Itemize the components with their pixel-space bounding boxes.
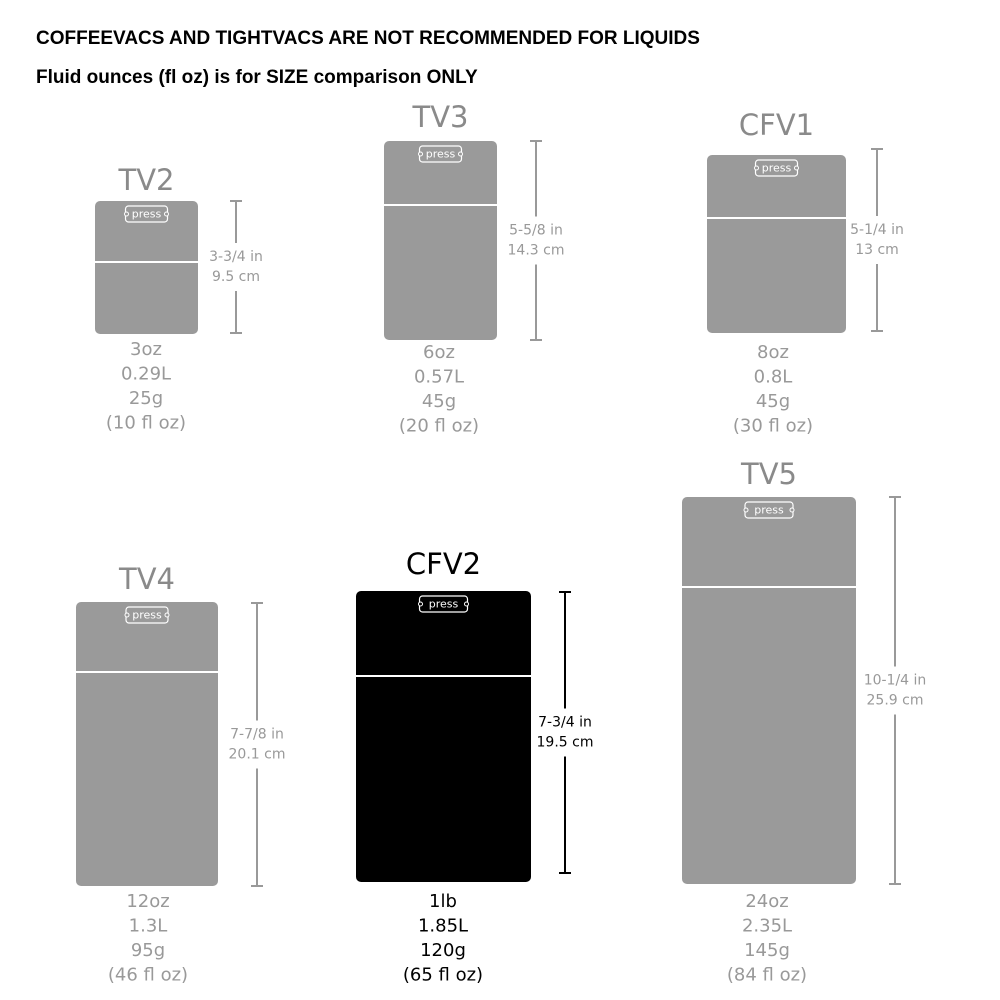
button-dot [754, 165, 759, 171]
button-dot [124, 211, 129, 217]
container-body [76, 602, 218, 886]
height-cm: 25.9 cm [867, 693, 924, 709]
capacity-line: (65 fl oz) [403, 965, 483, 986]
container-body [384, 141, 497, 340]
capacity-line: 24oz [745, 891, 788, 912]
container-name: TV3 [411, 100, 468, 134]
button-dot [464, 601, 469, 607]
height-inches: 7-3/4 in [538, 715, 592, 731]
container-name: CFV1 [739, 108, 814, 142]
height-cm: 20.1 cm [229, 747, 286, 763]
press-label: press [762, 162, 792, 175]
capacity-line: 120g [420, 940, 466, 961]
capacity-line: 45g [422, 391, 456, 412]
capacity-line: 0.29L [121, 364, 171, 385]
capacity-line: 3oz [130, 339, 162, 360]
capacity-line: 95g [131, 940, 165, 961]
header-line: Fluid ounces (fl oz) is for SIZE compari… [36, 67, 478, 88]
height-inches: 5-5/8 in [509, 223, 563, 239]
button-dot [743, 507, 749, 513]
height-cm: 9.5 cm [212, 269, 260, 285]
capacity-line: 1.3L [129, 916, 168, 937]
container-name: TV5 [740, 457, 797, 491]
button-dot [164, 612, 170, 618]
button-dot [418, 601, 423, 607]
button-dot [794, 165, 799, 171]
height-cm: 13 cm [855, 242, 899, 258]
button-dot [124, 612, 130, 618]
height-inches: 5-1/4 in [850, 222, 904, 238]
capacity-line: 8oz [757, 342, 789, 363]
button-dot [789, 507, 795, 513]
capacity-line: (46 fl oz) [108, 965, 188, 986]
capacity-line: 45g [756, 391, 790, 412]
capacity-line: 12oz [126, 891, 169, 912]
container-body [356, 591, 531, 882]
press-label: press [132, 208, 162, 221]
container-body [95, 201, 198, 334]
header-line: COFFEEVACS AND TIGHTVACS ARE NOT RECOMME… [36, 28, 700, 49]
press-label: press [429, 598, 459, 611]
container-body [682, 497, 856, 884]
capacity-line: 25g [129, 388, 163, 409]
capacity-line: (20 fl oz) [399, 416, 479, 437]
capacity-line: 1.85L [418, 916, 468, 937]
capacity-line: 145g [744, 940, 790, 961]
container-name: CFV2 [406, 547, 481, 581]
press-label: press [426, 148, 456, 161]
container-name: TV2 [117, 163, 174, 197]
capacity-line: (10 fl oz) [106, 413, 186, 434]
capacity-line: 0.57L [414, 367, 464, 388]
press-label: press [132, 609, 162, 622]
capacity-line: 1lb [429, 891, 457, 912]
button-dot [458, 151, 463, 157]
height-cm: 19.5 cm [537, 735, 594, 751]
height-inches: 10-1/4 in [864, 673, 927, 689]
height-inches: 3-3/4 in [209, 249, 263, 265]
capacity-line: 6oz [423, 342, 455, 363]
capacity-line: (84 fl oz) [727, 965, 807, 986]
container-name: TV4 [118, 562, 175, 596]
button-dot [418, 151, 423, 157]
container-body [707, 155, 846, 333]
capacity-line: 2.35L [742, 916, 792, 937]
press-label: press [754, 504, 784, 517]
height-inches: 7-7/8 in [230, 727, 284, 743]
button-dot [164, 211, 169, 217]
capacity-line: 0.8L [754, 367, 793, 388]
capacity-line: (30 fl oz) [733, 416, 813, 437]
height-cm: 14.3 cm [508, 243, 565, 259]
